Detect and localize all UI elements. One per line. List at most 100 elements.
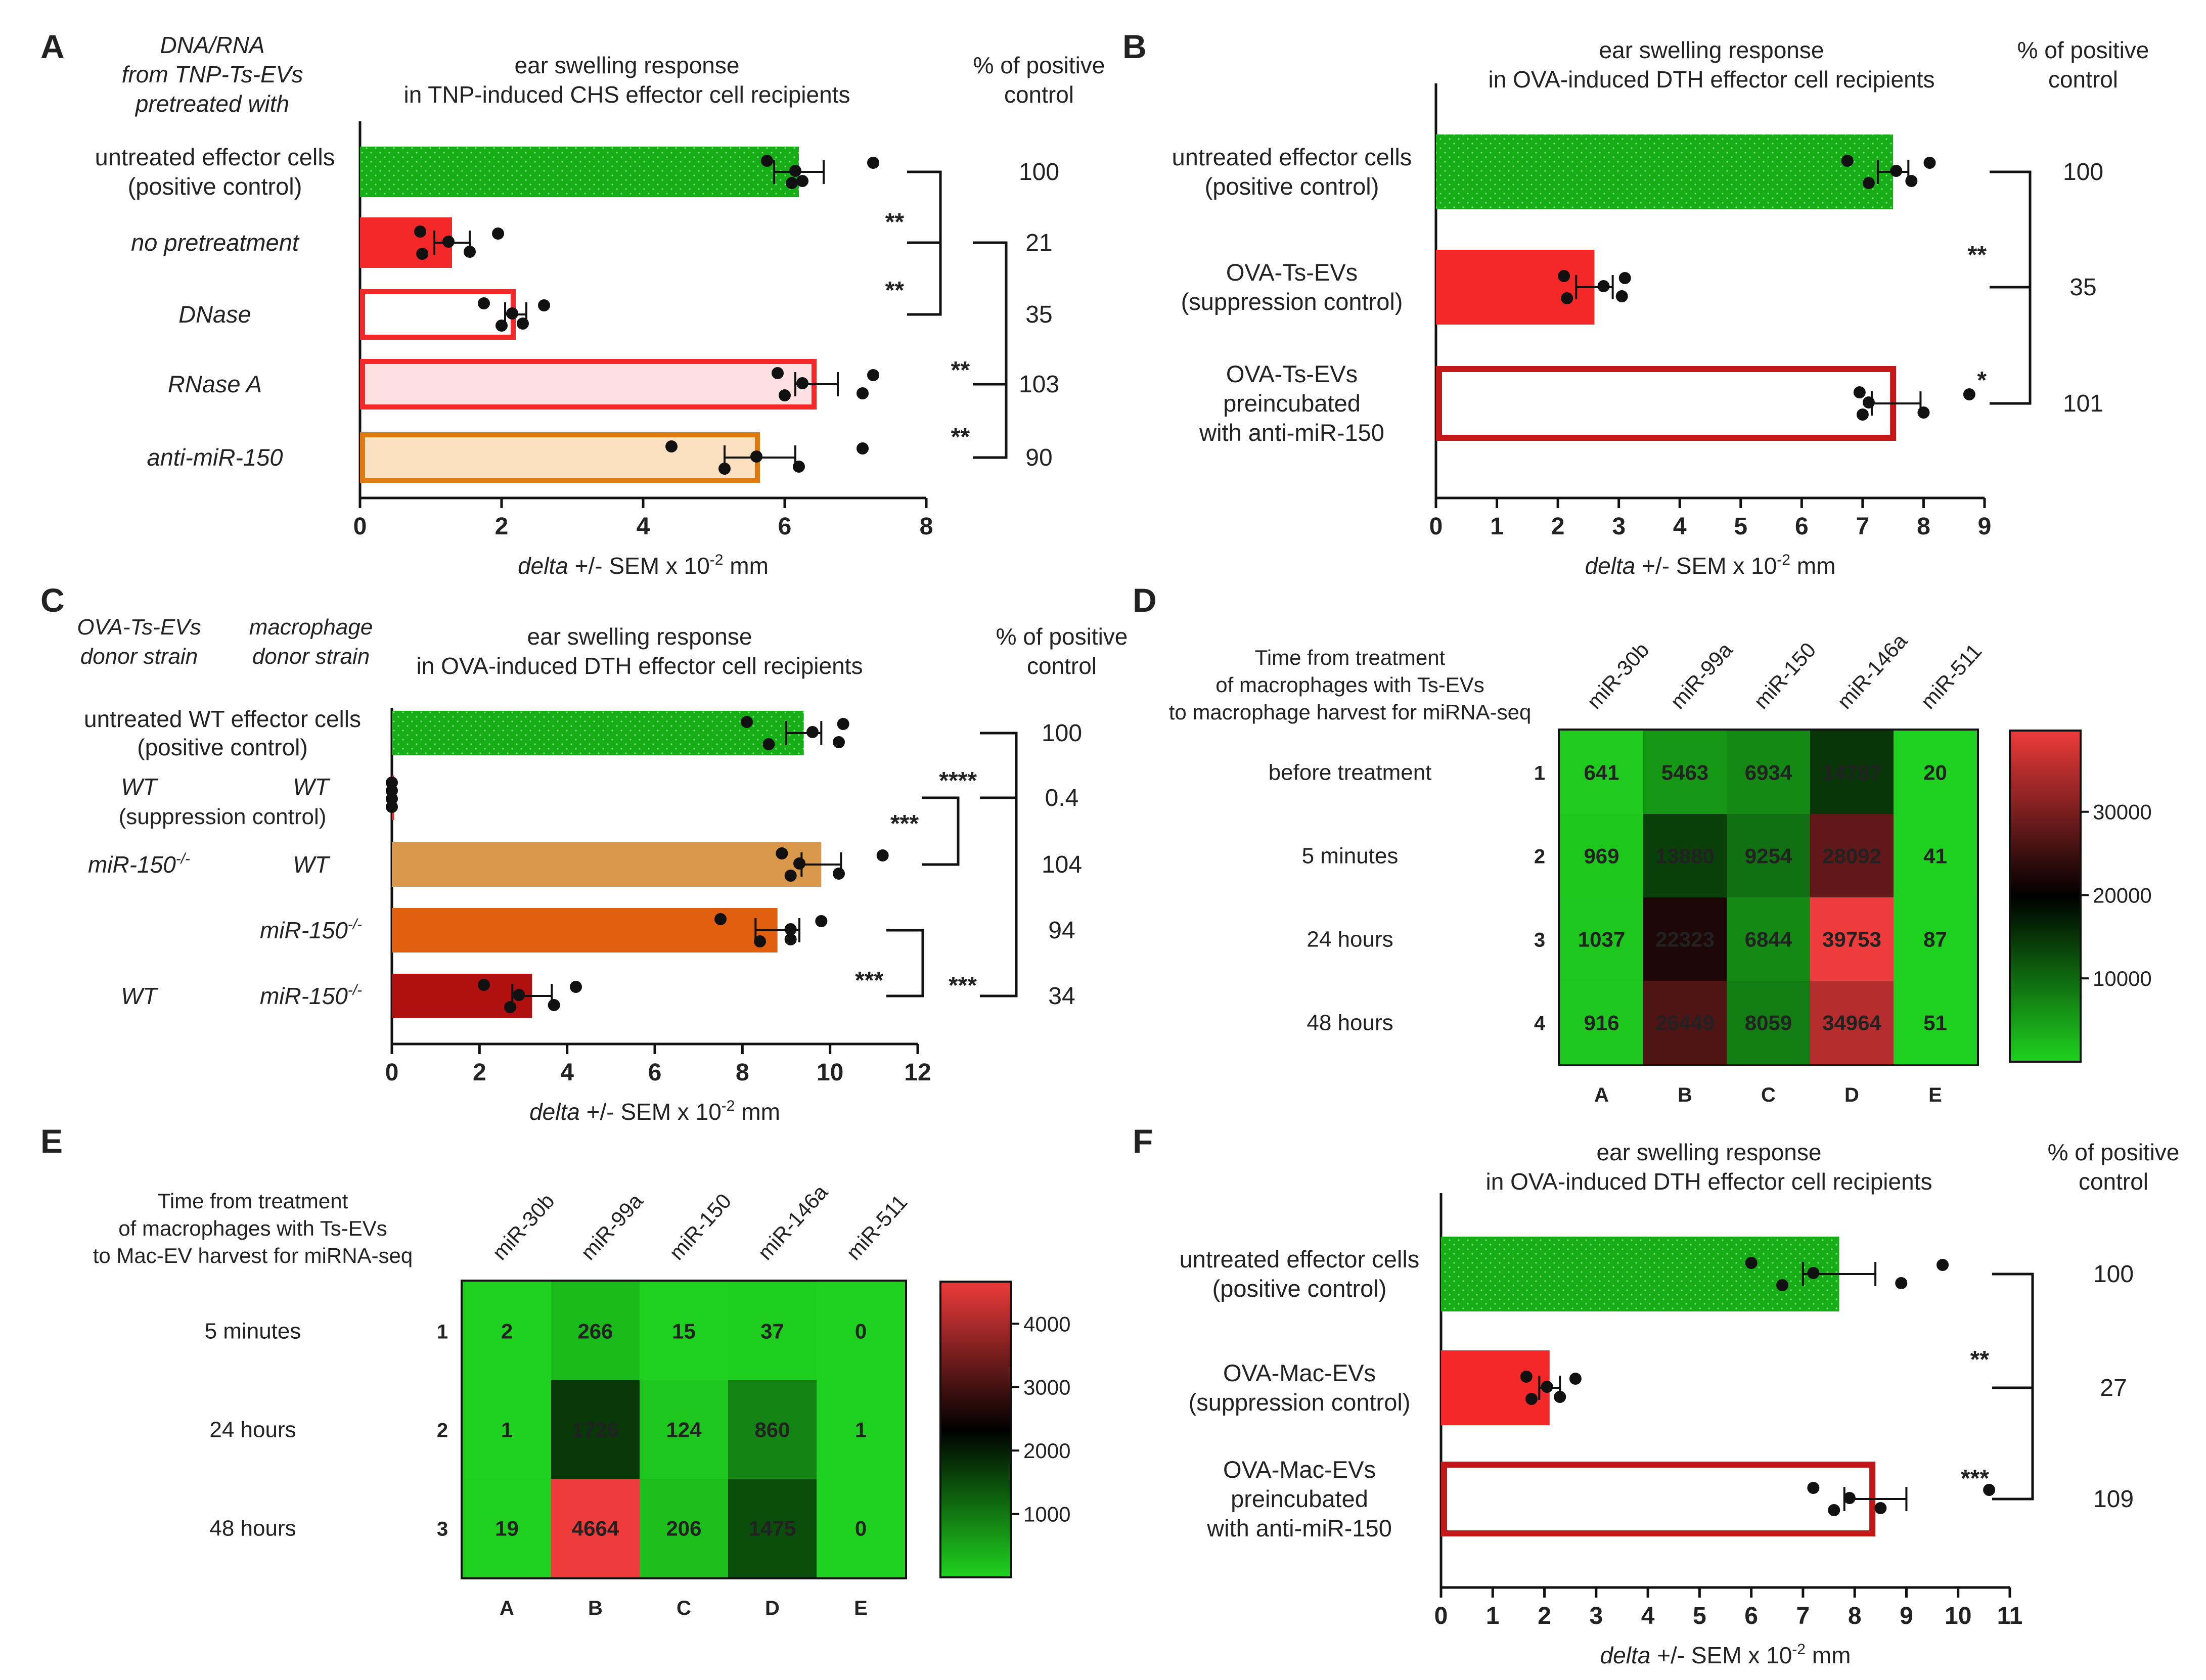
pct-value: 94: [1048, 917, 1075, 944]
x-tick-label: 2: [495, 513, 509, 540]
column-header-line: donor strain: [80, 644, 198, 669]
panel-b: ear swelling response in OVA-induced DTH …: [1172, 37, 2149, 579]
category-left-label-sup: -/-: [176, 850, 190, 867]
x-axis-label-italic: delta: [529, 1099, 580, 1125]
heatmap-cell: [817, 1479, 905, 1577]
bar: [1436, 134, 1894, 209]
heatmap-cell-value: 6934: [1745, 761, 1792, 785]
row-header-line: Time from treatment: [1255, 646, 1446, 669]
heatmap-cell-value: 20: [1923, 761, 1947, 785]
significance-bracket: [980, 732, 1018, 997]
row-label: 24 hours: [209, 1418, 296, 1442]
heatmap-cell-value: 19: [495, 1517, 519, 1540]
x-tick-label: 0: [385, 1059, 399, 1086]
data-point: [504, 1001, 516, 1013]
heatmap-cell-value: 87: [1923, 928, 1947, 951]
pct-header-line: control: [2048, 66, 2118, 93]
heatmap-cell-value: 41: [1923, 844, 1947, 868]
x-tick-label: 6: [778, 513, 792, 540]
heatmap-cell-value: 1: [855, 1418, 867, 1442]
significance-bracket: [907, 170, 942, 244]
heatmap-cell-value: 15: [672, 1320, 696, 1343]
category-label: (suppression control): [1181, 288, 1403, 315]
x-axis-label-italic: delta: [1585, 553, 1636, 579]
heatmap-cell: [640, 1282, 728, 1380]
data-point: [1541, 1381, 1553, 1393]
category-label: preincubated: [1223, 390, 1361, 417]
heatmap-cell: [817, 1380, 905, 1479]
x-tick-label: 9: [1900, 1603, 1913, 1629]
heatmap-cell: [1810, 897, 1894, 981]
x-axis-label-italic: delta: [1600, 1642, 1651, 1668]
column-letter: B: [588, 1597, 603, 1619]
column-label: miR-150: [1749, 638, 1820, 713]
x-tick-label: 3: [1612, 513, 1626, 540]
heatmap-cell: [1727, 731, 1810, 814]
heatmap-cell: [817, 1282, 905, 1380]
category-left-label: miR-150-/-: [88, 850, 190, 878]
bar: [360, 432, 760, 483]
x-tick-label: 5: [1734, 513, 1747, 540]
heatmap-cell: [1894, 731, 1977, 814]
column-header-line: OVA-Ts-EVs: [77, 615, 201, 640]
bar: [1436, 366, 1897, 441]
pct-header-line: control: [2079, 1168, 2148, 1195]
row-number: 2: [437, 1420, 448, 1442]
row-label: 48 hours: [209, 1516, 296, 1541]
data-point: [796, 377, 808, 389]
x-tick-label: 8: [920, 513, 933, 540]
heatmap-cell-value: 1726: [572, 1418, 619, 1442]
x-tick-label: 9: [1978, 513, 1992, 540]
data-point: [570, 981, 582, 993]
row-number: 3: [437, 1518, 448, 1540]
x-tick-label: 10: [817, 1059, 843, 1086]
data-point: [464, 246, 476, 258]
x-tick-label: 8: [1917, 513, 1930, 540]
category-right-label-sup: -/-: [348, 982, 362, 998]
data-point: [857, 387, 869, 399]
chart-title-line: in OVA-induced DTH effector cell recipie…: [417, 653, 863, 679]
x-axis-label-italic: delta: [518, 553, 568, 579]
category-label: (positive control): [1212, 1275, 1387, 1302]
heatmap-cell: [1727, 897, 1810, 981]
column-label: miR-150: [664, 1189, 736, 1264]
data-point: [1923, 157, 1936, 169]
data-point: [538, 299, 550, 311]
heatmap-cell: [1643, 814, 1727, 897]
bar: [392, 842, 822, 887]
data-point: [754, 935, 766, 947]
column-letter: E: [1928, 1084, 1942, 1106]
category-label: anti-miR-150: [147, 444, 283, 471]
heatmap-cell-value: 860: [754, 1418, 790, 1442]
data-point: [478, 297, 490, 309]
column-header-line: macrophage: [249, 615, 373, 640]
x-axis-label: delta +/- SEM x 10-2 mm: [1585, 552, 1836, 579]
panel-e: Time from treatment of macrophages with T…: [93, 1180, 1071, 1619]
data-point: [761, 155, 773, 167]
panel-c: ear swelling response in OVA-induced DTH …: [77, 615, 1128, 1125]
data-point: [714, 913, 727, 925]
heatmap-cell-value: 124: [666, 1418, 702, 1442]
panel-letter-f: F: [1133, 1122, 1153, 1160]
bar: [1441, 1237, 1839, 1311]
x-tick-label: 7: [1796, 1603, 1810, 1629]
row-label: 48 hours: [1307, 1011, 1393, 1035]
category-label: OVA-Ts-EVs: [1226, 259, 1358, 286]
heatmap-cell: [551, 1282, 640, 1380]
heatmap-cell: [463, 1479, 551, 1577]
group-header-line: from TNP-Ts-EVs: [122, 61, 303, 87]
group-header-line: DNA/RNA: [160, 32, 264, 58]
data-point: [1853, 386, 1866, 398]
data-point: [793, 857, 805, 870]
data-point: [1937, 1259, 1949, 1271]
category-right-label: WT: [293, 774, 330, 800]
data-point: [789, 165, 801, 177]
significance-bracket: [1990, 286, 2032, 405]
data-point: [1615, 290, 1628, 302]
bar: [360, 289, 516, 340]
x-tick-label: 4: [1641, 1603, 1655, 1629]
x-tick-label: 0: [1429, 513, 1443, 540]
significance-label: ***: [1961, 1465, 1989, 1492]
column-label: miR-99a: [1665, 638, 1737, 713]
heatmap-cell-value: 9254: [1745, 844, 1792, 868]
